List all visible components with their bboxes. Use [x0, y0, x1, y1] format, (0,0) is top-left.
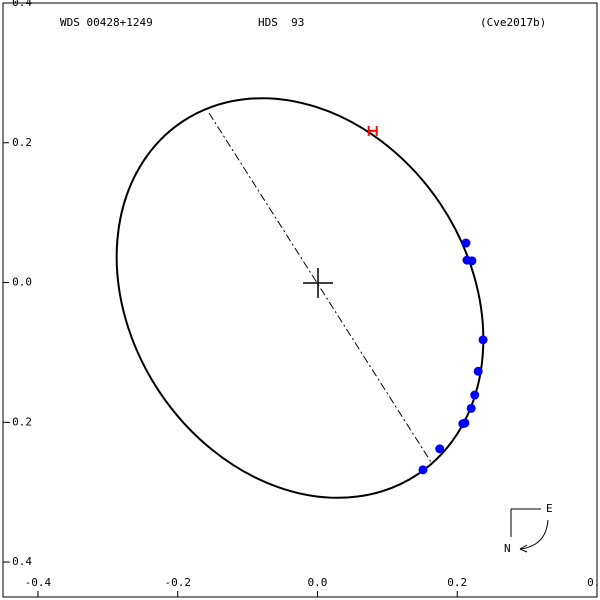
- line-of-apsides: [208, 112, 432, 463]
- measure-point: [473, 366, 483, 376]
- reference: (Cve2017b): [480, 16, 546, 29]
- y-tick-label: 0.0: [12, 276, 32, 289]
- chart-subtitle: HDS 93: [258, 16, 304, 29]
- compass: E N: [504, 502, 553, 555]
- measure-point: [478, 335, 488, 345]
- measure-point: [461, 238, 471, 248]
- compass-arrow: [519, 519, 549, 550]
- measure-point: [418, 465, 428, 475]
- measure-point: [435, 444, 445, 454]
- measure-point: [467, 256, 477, 266]
- measure-point: [458, 419, 468, 429]
- x-tick-label: 0.2: [447, 576, 467, 589]
- x-tick-label: -0.2: [164, 576, 191, 589]
- measure-point: [367, 125, 378, 136]
- compass-arrowhead: [519, 544, 528, 553]
- x-tick-label: 0.4: [587, 576, 600, 589]
- x-tick-label: 0.0: [308, 576, 328, 589]
- y-tick-label: -0.4: [6, 555, 33, 568]
- compass-north: N: [504, 542, 511, 555]
- y-tick-label: 0.2: [12, 136, 32, 149]
- y-tick-label: -0.2: [6, 415, 33, 428]
- x-tick-label: -0.4: [25, 576, 52, 589]
- compass-east: E: [546, 502, 553, 515]
- measure-point: [470, 390, 480, 400]
- chart-title: WDS 00428+1249: [60, 16, 153, 29]
- measure-point: [466, 403, 476, 413]
- orbit-ellipse: [115, 97, 485, 499]
- y-tick-label: 0.4: [12, 0, 32, 9]
